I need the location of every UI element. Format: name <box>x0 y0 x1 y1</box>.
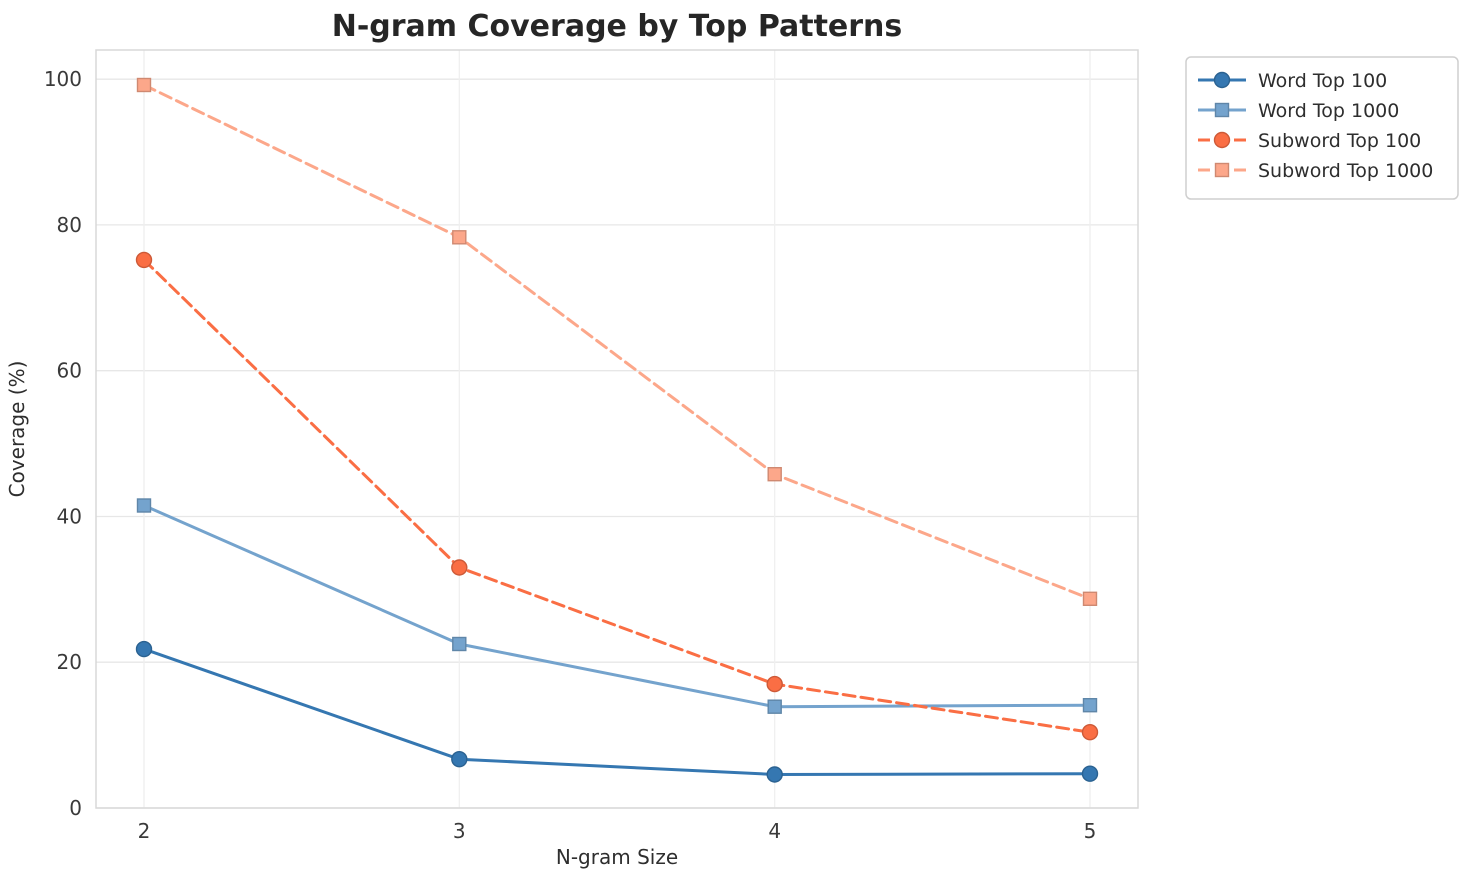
series-word-top-1000 <box>136 498 1098 714</box>
series-word-top-100 <box>135 640 1099 783</box>
marker-square <box>136 498 152 513</box>
y-tick-label: 20 <box>57 650 82 674</box>
legend-item-subword-top-1000: Subword Top 1000 <box>1198 160 1433 182</box>
legend-marker-square <box>1214 162 1230 178</box>
y-tick-label: 80 <box>57 213 82 237</box>
legend-label: Subword Top 1000 <box>1258 160 1433 182</box>
series-subword-top-1000 <box>136 77 1098 606</box>
series-line <box>142 83 1092 601</box>
legend-marker-circle <box>1213 131 1231 149</box>
marker-square <box>1082 698 1098 713</box>
series-subword-top-100 <box>135 251 1099 741</box>
y-tick-label: 40 <box>57 505 82 529</box>
y-tick-label: 60 <box>57 359 82 383</box>
legend-marker-square <box>1214 102 1230 118</box>
legend-item-subword-top-100: Subword Top 100 <box>1198 130 1421 152</box>
marker-circle <box>1081 724 1099 741</box>
marker-square <box>136 77 152 93</box>
y-axis-label: Coverage (%) <box>5 361 29 498</box>
x-tick-label: 2 <box>138 819 151 843</box>
legend-marker-circle <box>1213 71 1231 89</box>
series-line <box>142 647 1092 776</box>
legend-item-word-top-100: Word Top 100 <box>1198 70 1387 92</box>
legend-label: Subword Top 100 <box>1258 130 1421 152</box>
marker-square <box>1082 591 1098 606</box>
x-tick-label: 5 <box>1084 819 1097 843</box>
chart-title: N-gram Coverage by Top Patterns <box>332 9 903 44</box>
marker-circle <box>135 640 153 658</box>
y-tick-label: 0 <box>69 796 82 820</box>
x-tick-label: 4 <box>768 819 781 843</box>
marker-square <box>452 636 467 652</box>
marker-square <box>767 699 782 714</box>
gridlines <box>96 50 1138 809</box>
x-tick-label: 3 <box>453 819 466 843</box>
series-line <box>142 258 1092 734</box>
axis-ticks: 2 3 4 5 0 20 40 60 80 100 <box>44 67 1097 843</box>
marker-square <box>452 230 467 245</box>
marker-circle <box>451 559 468 576</box>
marker-circle <box>766 675 783 693</box>
legend-item-word-top-1000: Word Top 1000 <box>1198 100 1399 122</box>
marker-square <box>767 467 782 482</box>
marker-circle <box>135 251 153 269</box>
legend-box <box>1185 56 1459 200</box>
x-axis-label: N-gram Size <box>556 845 678 869</box>
legend-label: Word Top 100 <box>1258 70 1387 92</box>
legend-label: Word Top 1000 <box>1258 100 1399 122</box>
plot-border <box>95 49 1139 809</box>
y-tick-label: 100 <box>44 67 82 91</box>
series-line <box>142 504 1092 709</box>
marker-circle <box>451 751 468 768</box>
marker-circle <box>766 766 783 783</box>
legend: Word Top 100 Word Top 1000 Subword Top 100… <box>1185 56 1459 200</box>
marker-circle <box>1081 765 1099 782</box>
